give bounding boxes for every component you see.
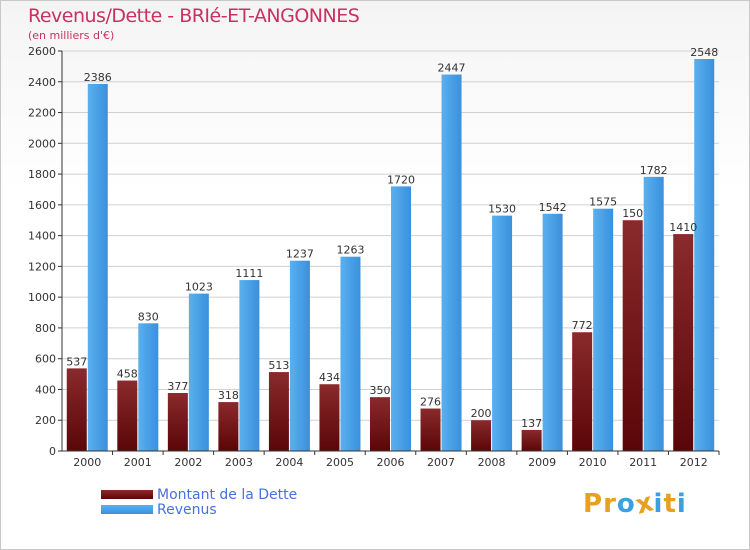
debt-bar — [572, 332, 593, 451]
x-tick-label: 2004 — [275, 456, 303, 469]
revenus-bar — [188, 293, 209, 451]
revenus-bar — [643, 176, 664, 451]
debt-bar — [673, 234, 694, 451]
revenus-bar — [391, 186, 411, 451]
revenus-data-label: 2447 — [438, 62, 466, 75]
revenus-bar — [239, 280, 260, 451]
legend-swatch-revenus — [101, 505, 153, 514]
y-tick-label: 1200 — [28, 260, 56, 273]
debt-bar — [622, 220, 643, 451]
logo-letter: i — [676, 489, 687, 519]
y-tick-label: 200 — [35, 414, 56, 427]
revenus-data-label: 1542 — [539, 201, 567, 214]
revenus-bar — [87, 83, 108, 451]
y-tick-label: 2000 — [28, 137, 56, 150]
debt-data-label: 350 — [370, 384, 391, 397]
logo-letter: P — [583, 489, 604, 519]
x-tick-label: 2009 — [528, 456, 556, 469]
debt-bar — [319, 384, 340, 451]
logo-letter: i — [653, 489, 664, 519]
legend-swatch-debt — [101, 490, 153, 499]
revenus-data-label: 1530 — [488, 203, 516, 216]
revenus-data-label: 1023 — [185, 281, 213, 294]
revenus-data-label: 1575 — [589, 196, 617, 209]
revenus-bar — [138, 323, 159, 451]
x-tick-label: 2001 — [124, 456, 152, 469]
revenus-bar — [542, 213, 563, 451]
chart-title: Revenus/Dette - BRIé-ET-ANGONNES — [28, 5, 360, 27]
proxiti-logo: Proxiti — [583, 487, 687, 521]
revenus-data-label: 1111 — [235, 267, 263, 280]
x-tick-label: 2005 — [326, 456, 354, 469]
revenus-data-label: 1237 — [286, 248, 314, 261]
debt-bar — [471, 420, 492, 451]
debt-data-label: 772 — [572, 319, 593, 332]
logo-letter: r — [603, 489, 617, 519]
debt-bar — [521, 429, 542, 451]
debt-data-label: 200 — [471, 407, 492, 420]
y-tick-label: 600 — [35, 353, 56, 366]
x-tick-label: 2011 — [629, 456, 657, 469]
revenus-data-label: 1720 — [387, 173, 415, 186]
y-tick-label: 800 — [35, 322, 56, 335]
revenus-data-label: 1263 — [336, 244, 364, 257]
debt-data-label: 150 — [622, 207, 643, 220]
debt-bar — [167, 393, 188, 451]
debt-data-label: 276 — [420, 396, 441, 409]
revenus-bar — [340, 256, 361, 451]
debt-data-label: 377 — [167, 380, 188, 393]
legend-label-revenus: Revenus — [157, 502, 217, 518]
debt-data-label: 1410 — [669, 221, 697, 234]
debt-bar — [268, 372, 289, 451]
revenus-data-label: 2386 — [84, 71, 112, 84]
logo-letter: o — [616, 489, 636, 519]
y-tick-label: 2200 — [28, 107, 56, 120]
x-tick-label: 2007 — [427, 456, 455, 469]
revenus-data-label: 2548 — [690, 46, 718, 59]
chart-subtitle: (en milliers d'€) — [28, 29, 115, 42]
debt-bar — [66, 368, 87, 451]
debt-bar — [420, 408, 441, 451]
y-tick-label: 1400 — [28, 230, 56, 243]
debt-data-label: 137 — [521, 417, 542, 430]
legend-label-debt: Montant de la Dette — [157, 487, 298, 503]
revenus-bar — [441, 74, 462, 452]
x-tick-label: 2000 — [73, 456, 101, 469]
x-tick-label: 2012 — [680, 456, 708, 469]
debt-data-label: 537 — [66, 355, 87, 368]
y-tick-label: 400 — [35, 383, 56, 396]
y-tick-label: 1800 — [28, 168, 56, 181]
x-tick-label: 2003 — [225, 456, 253, 469]
y-tick-label: 1000 — [28, 291, 56, 304]
debt-data-label: 318 — [218, 389, 239, 402]
logo-letter: t — [663, 489, 677, 519]
debt-bar — [370, 397, 390, 451]
revenus-bar — [289, 260, 310, 451]
x-tick-label: 2006 — [377, 456, 405, 469]
y-tick-label: 2400 — [28, 76, 56, 89]
revenus-data-label: 1782 — [640, 164, 668, 177]
x-tick-label: 2010 — [579, 456, 607, 469]
revenus-bar — [492, 215, 513, 451]
debt-data-label: 458 — [117, 368, 138, 381]
y-tick-label: 2600 — [28, 45, 56, 58]
x-tick-label: 2008 — [478, 456, 506, 469]
y-tick-label: 0 — [49, 445, 56, 458]
debt-bar — [218, 402, 239, 451]
y-tick-label: 1600 — [28, 199, 56, 212]
revenus-data-label: 830 — [138, 310, 159, 323]
x-tick-label: 2002 — [174, 456, 202, 469]
debt-data-label: 513 — [268, 359, 289, 372]
revenus-bar — [593, 208, 614, 451]
revenus-bar — [694, 59, 715, 451]
debt-data-label: 434 — [319, 371, 340, 384]
debt-bar — [117, 380, 138, 451]
